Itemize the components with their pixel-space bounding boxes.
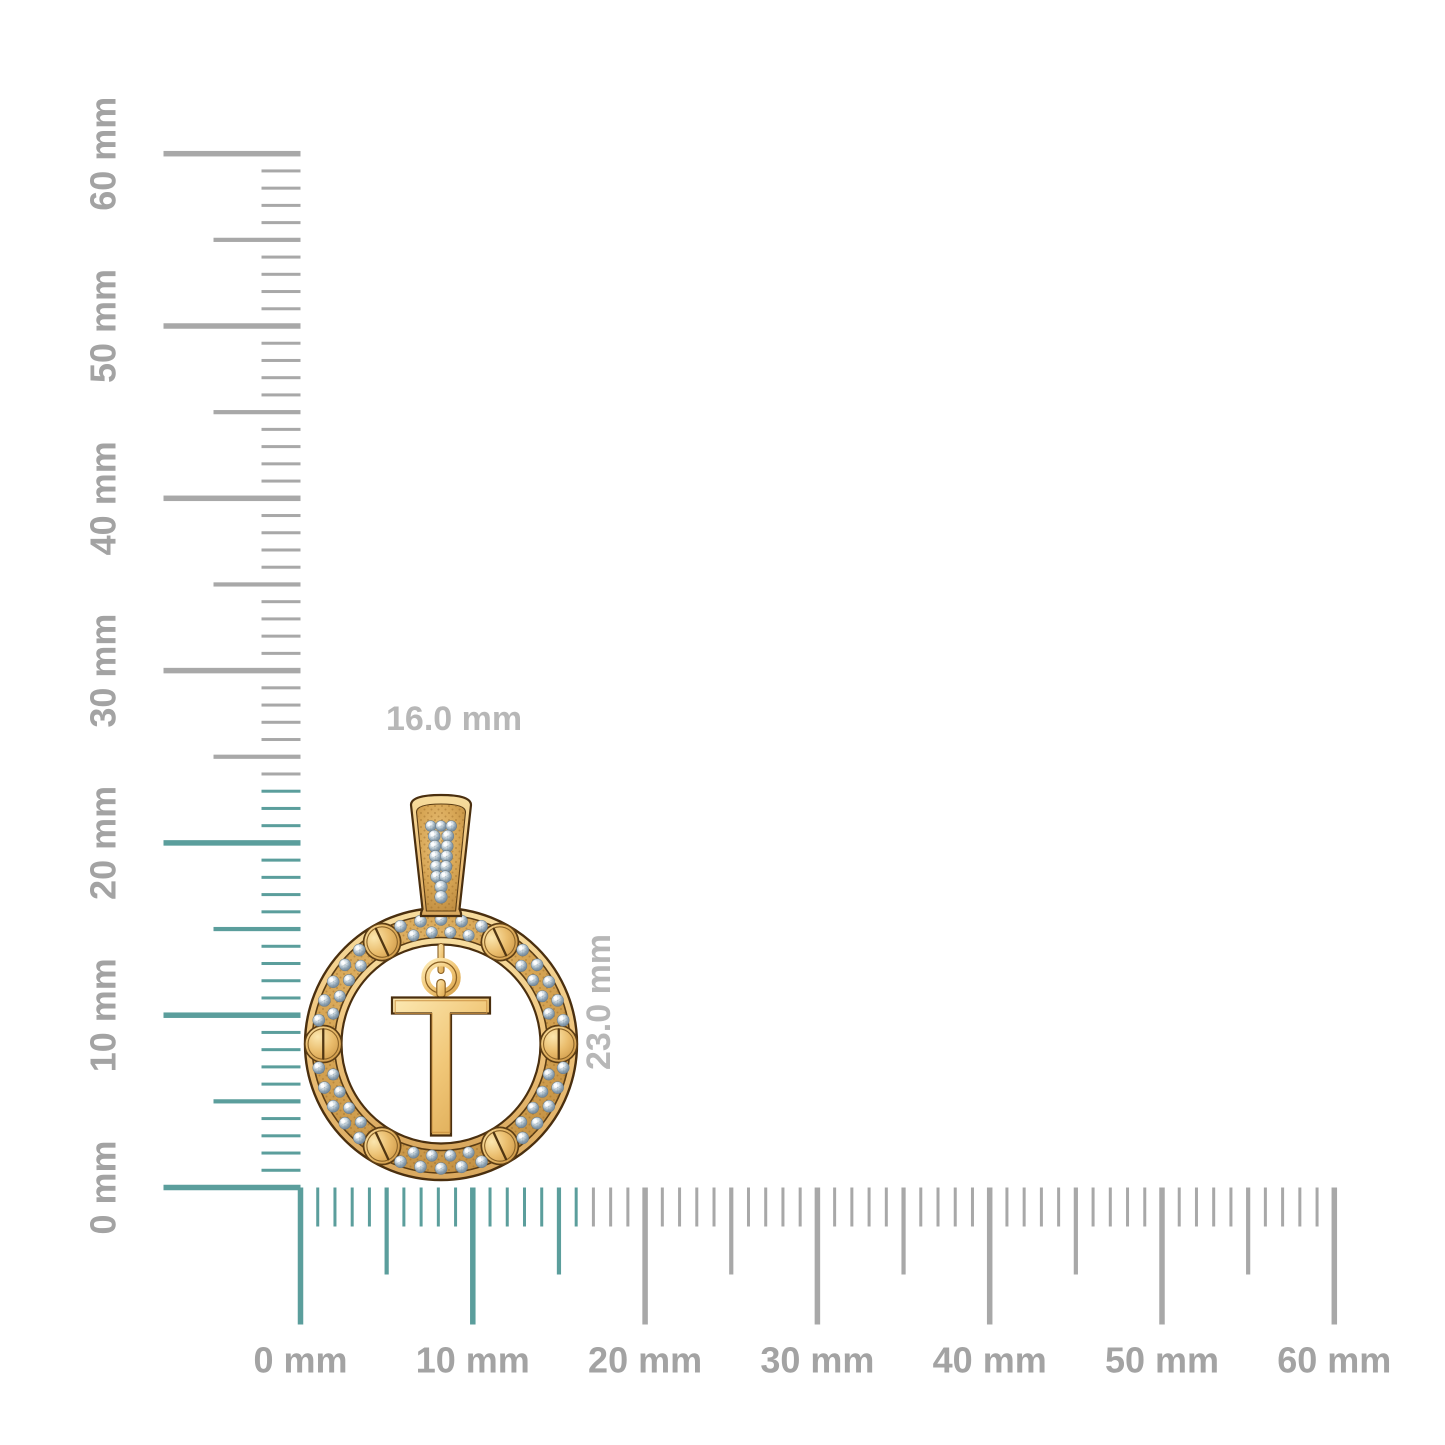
svg-text:60 mm: 60 mm — [1277, 1340, 1391, 1381]
svg-text:0 mm: 0 mm — [253, 1340, 347, 1381]
svg-text:0 mm: 0 mm — [83, 1140, 124, 1234]
svg-text:20 mm: 20 mm — [588, 1340, 702, 1381]
svg-text:30 mm: 30 mm — [83, 614, 124, 728]
svg-text:50 mm: 50 mm — [1105, 1340, 1219, 1381]
svg-text:30 mm: 30 mm — [760, 1340, 874, 1381]
svg-text:40 mm: 40 mm — [933, 1340, 1047, 1381]
svg-text:23.0 mm: 23.0 mm — [580, 934, 618, 1070]
svg-text:16.0 mm: 16.0 mm — [386, 700, 522, 738]
svg-text:10 mm: 10 mm — [83, 958, 124, 1072]
svg-text:10 mm: 10 mm — [416, 1340, 530, 1381]
svg-text:40 mm: 40 mm — [83, 441, 124, 555]
svg-text:50 mm: 50 mm — [83, 269, 124, 383]
svg-text:60 mm: 60 mm — [83, 97, 124, 211]
svg-text:20 mm: 20 mm — [83, 786, 124, 900]
